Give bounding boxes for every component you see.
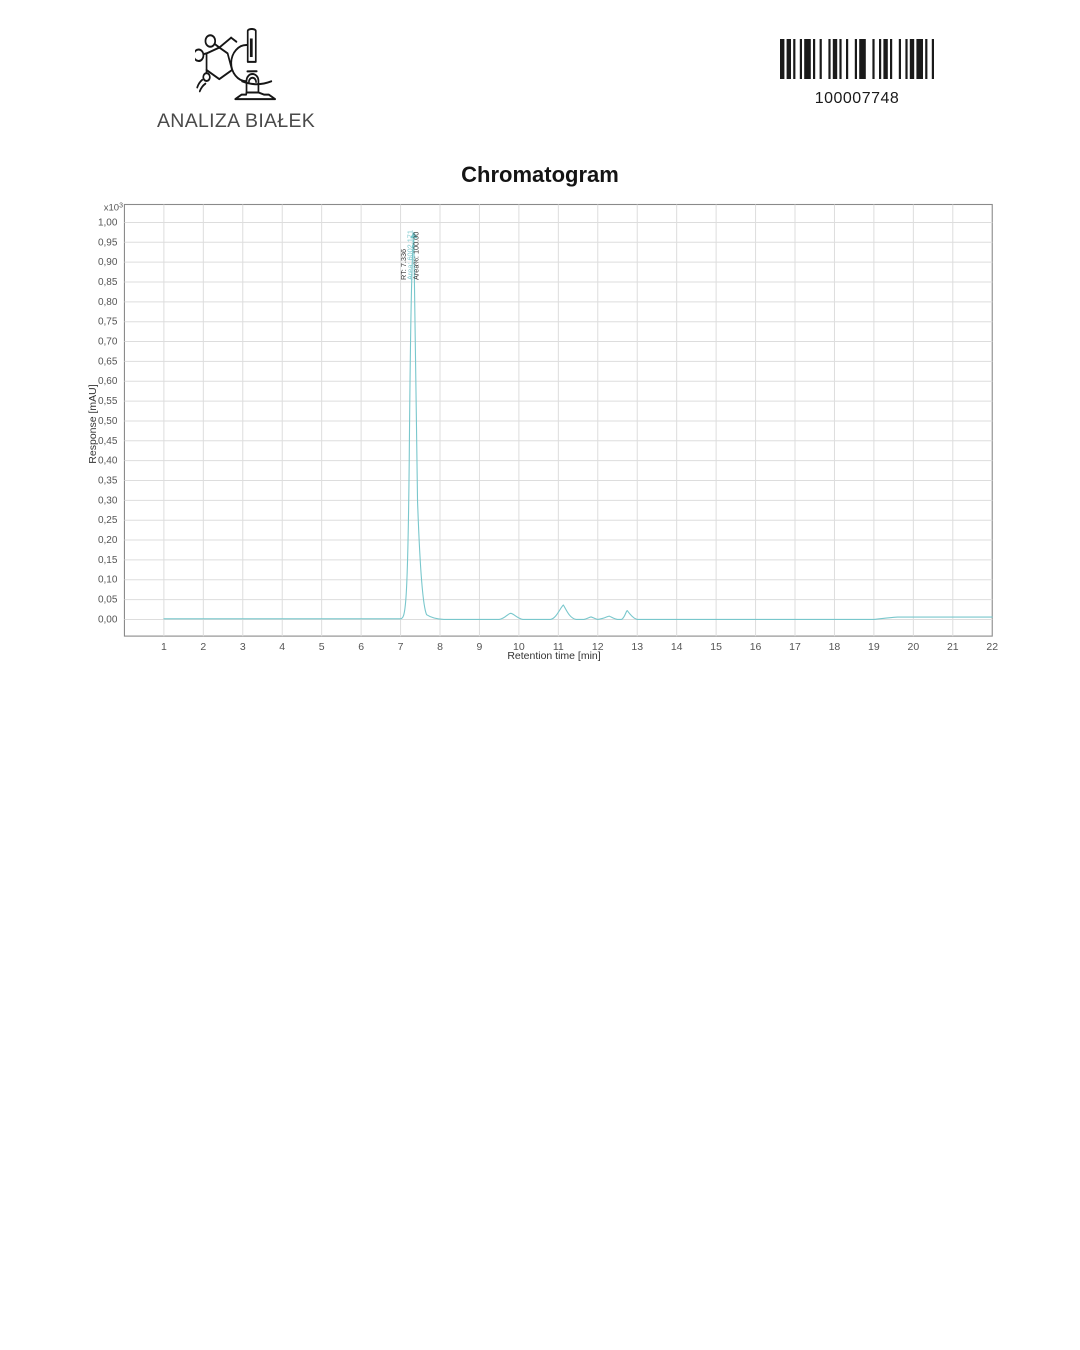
svg-text:0,40: 0,40	[98, 456, 118, 467]
svg-text:13: 13	[631, 641, 643, 653]
svg-text:0,05: 0,05	[98, 595, 118, 606]
svg-text:0,95: 0,95	[98, 237, 118, 248]
svg-text:19: 19	[868, 641, 880, 653]
svg-text:0,50: 0,50	[98, 416, 118, 427]
svg-text:20: 20	[907, 641, 919, 653]
svg-text:0,65: 0,65	[98, 356, 118, 367]
svg-text:18: 18	[829, 641, 841, 653]
svg-text:0,30: 0,30	[98, 495, 118, 506]
svg-text:7: 7	[398, 641, 404, 653]
svg-text:0,15: 0,15	[98, 555, 118, 566]
svg-text:8: 8	[437, 641, 443, 653]
svg-text:0,35: 0,35	[98, 475, 118, 486]
svg-text:Retention time [min]: Retention time [min]	[507, 650, 600, 662]
svg-text:21: 21	[947, 641, 959, 653]
svg-text:3: 3	[240, 641, 246, 653]
svg-text:0,55: 0,55	[98, 396, 118, 407]
svg-text:0,60: 0,60	[98, 376, 118, 387]
svg-text:4: 4	[279, 641, 285, 653]
svg-text:16: 16	[750, 641, 762, 653]
svg-text:17: 17	[789, 641, 801, 653]
svg-text:0,70: 0,70	[98, 337, 118, 348]
svg-text:0,25: 0,25	[98, 515, 118, 526]
svg-text:1: 1	[161, 641, 167, 653]
svg-text:6: 6	[358, 641, 364, 653]
svg-text:0,20: 0,20	[98, 535, 118, 546]
svg-text:0,80: 0,80	[98, 297, 118, 308]
svg-text:15: 15	[710, 641, 722, 653]
svg-text:0,45: 0,45	[98, 436, 118, 447]
svg-text:5: 5	[319, 641, 325, 653]
svg-text:1,00: 1,00	[98, 217, 118, 228]
svg-text:2: 2	[200, 641, 206, 653]
svg-text:Response [mAU]: Response [mAU]	[87, 384, 99, 463]
svg-text:0,85: 0,85	[98, 277, 118, 288]
svg-text:0,75: 0,75	[98, 317, 118, 328]
svg-text:14: 14	[671, 641, 683, 653]
svg-text:Area%: 100.00: Area%: 100.00	[412, 232, 421, 280]
svg-text:x103: x103	[104, 203, 123, 214]
svg-text:22: 22	[986, 641, 998, 653]
svg-text:0,90: 0,90	[98, 257, 118, 268]
svg-text:0,10: 0,10	[98, 575, 118, 586]
svg-text:9: 9	[477, 641, 483, 653]
svg-text:0,00: 0,00	[98, 614, 118, 625]
